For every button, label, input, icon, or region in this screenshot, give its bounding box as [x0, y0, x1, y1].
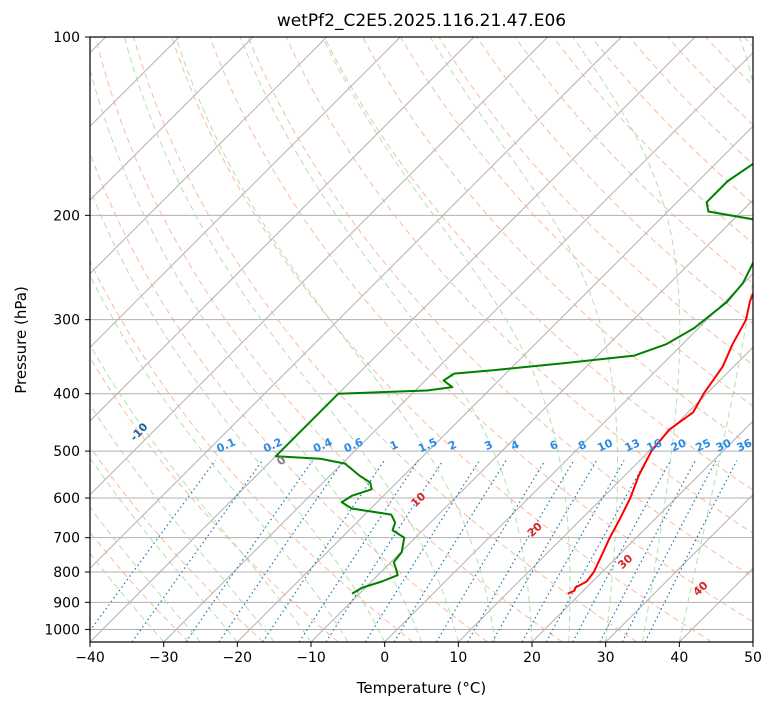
moist-adiabat — [321, 37, 571, 642]
mixing-ratio-label: 30 — [714, 436, 734, 454]
mixing-ratio-line — [185, 460, 314, 642]
moist-adiabat — [90, 274, 349, 642]
moist-adiabat — [429, 37, 619, 642]
plot-frame — [89, 36, 754, 643]
dry-adiabat — [90, 260, 414, 642]
x-tick-label: −10 — [296, 650, 326, 666]
moist-adiabat — [678, 37, 753, 642]
x-tick-label: −40 — [75, 650, 105, 666]
isotherm-line — [605, 493, 753, 642]
dewpoint-profile — [274, 162, 753, 595]
x-axis-label: Temperature (°C) — [356, 679, 486, 697]
x-tick-label: 50 — [744, 650, 762, 666]
mixing-ratio-line — [218, 460, 345, 642]
y-tick-label: 500 — [53, 444, 80, 460]
moist-adiabat — [123, 37, 459, 642]
dry-adiabat — [323, 37, 753, 491]
plot-area: -100-90-80-70-60-50-40-30-20-100.10.20.4… — [90, 37, 755, 642]
y-axis: 100 200 300 400 500 600 700 800 900 1000 — [44, 30, 90, 638]
isotherm-line — [90, 37, 622, 570]
dry-adiabat — [90, 445, 264, 642]
dry-adiabat — [247, 37, 753, 578]
dry-adiabat — [362, 37, 753, 449]
moist-adiabat — [90, 67, 422, 642]
x-tick-label: 40 — [670, 650, 688, 666]
mixing-ratio-label: 20 — [669, 436, 689, 454]
y-tick-label: 200 — [53, 208, 80, 224]
mixing-ratio-line — [545, 460, 647, 642]
isotherm-line — [236, 125, 753, 642]
isotherm-line — [90, 37, 549, 496]
moist-adiabat — [572, 37, 681, 642]
isotherm-line — [531, 420, 753, 642]
y-axis-label: Pressure (hPa) — [12, 286, 30, 394]
y-tick-label: 1000 — [44, 622, 80, 638]
dry-adiabat — [400, 37, 753, 407]
x-tick-label: 30 — [597, 650, 615, 666]
dry-adiabat — [95, 37, 563, 642]
isotherm-line — [457, 346, 753, 642]
y-tick-label: 700 — [53, 531, 80, 547]
moist-adiabat — [90, 403, 275, 642]
mixing-ratio-line — [572, 460, 672, 642]
x-tick-label: 10 — [449, 650, 467, 666]
mixing-ratio-label: 25 — [694, 436, 713, 454]
x-axis: −40 −30 −20 −10 0 10 20 30 40 50 — [75, 642, 762, 666]
dry-adiabat — [209, 37, 753, 623]
y-tick-label: 600 — [53, 491, 80, 507]
dry-adiabat — [514, 37, 753, 285]
x-tick-label: 0 — [380, 650, 389, 666]
dry-adiabat — [629, 37, 753, 165]
isotherm-line — [384, 272, 753, 642]
mixing-ratio-line — [298, 460, 419, 642]
dry-adiabat — [476, 37, 753, 325]
mixing-ratio-label: 36 — [735, 436, 755, 454]
mixing-ratio-line — [466, 460, 575, 642]
mixing-ratio-label: 16 — [645, 436, 665, 454]
isotherm-line — [163, 51, 753, 642]
isotherm-line — [90, 37, 401, 349]
chart-title: wetPf2_C2E5.2025.116.21.47.E06 — [277, 11, 566, 31]
mixing-ratio-label: 10 — [595, 436, 615, 454]
mixing-ratio-label: 13 — [623, 436, 642, 454]
x-tick-label: 20 — [523, 650, 541, 666]
moist-adiabat — [90, 506, 201, 642]
y-tick-label: 300 — [53, 313, 80, 329]
mixing-ratio-line — [491, 460, 598, 642]
mixing-ratio-line — [90, 460, 216, 632]
isotherm-line — [90, 37, 328, 275]
moist-adiabat — [175, 37, 496, 642]
dry-adiabat — [133, 37, 638, 642]
moist-adiabat — [239, 37, 533, 642]
isotherm-line — [90, 37, 254, 201]
y-tick-label: 800 — [53, 565, 80, 581]
mixing-ratio-line — [521, 460, 625, 642]
moist-adiabat — [90, 188, 386, 642]
isotherm-line — [90, 37, 475, 422]
mixing-ratio-line — [262, 460, 385, 642]
mixing-ratio-line — [131, 460, 263, 642]
temperature-profile — [567, 291, 753, 595]
x-tick-label: −30 — [149, 650, 179, 666]
y-tick-label: 900 — [53, 595, 80, 611]
moist-adiabat — [90, 457, 238, 642]
mixing-ratio-line — [435, 460, 546, 642]
y-tick-label: 400 — [53, 387, 80, 403]
x-tick-label: −20 — [223, 650, 253, 666]
y-tick-label: 100 — [53, 30, 80, 46]
